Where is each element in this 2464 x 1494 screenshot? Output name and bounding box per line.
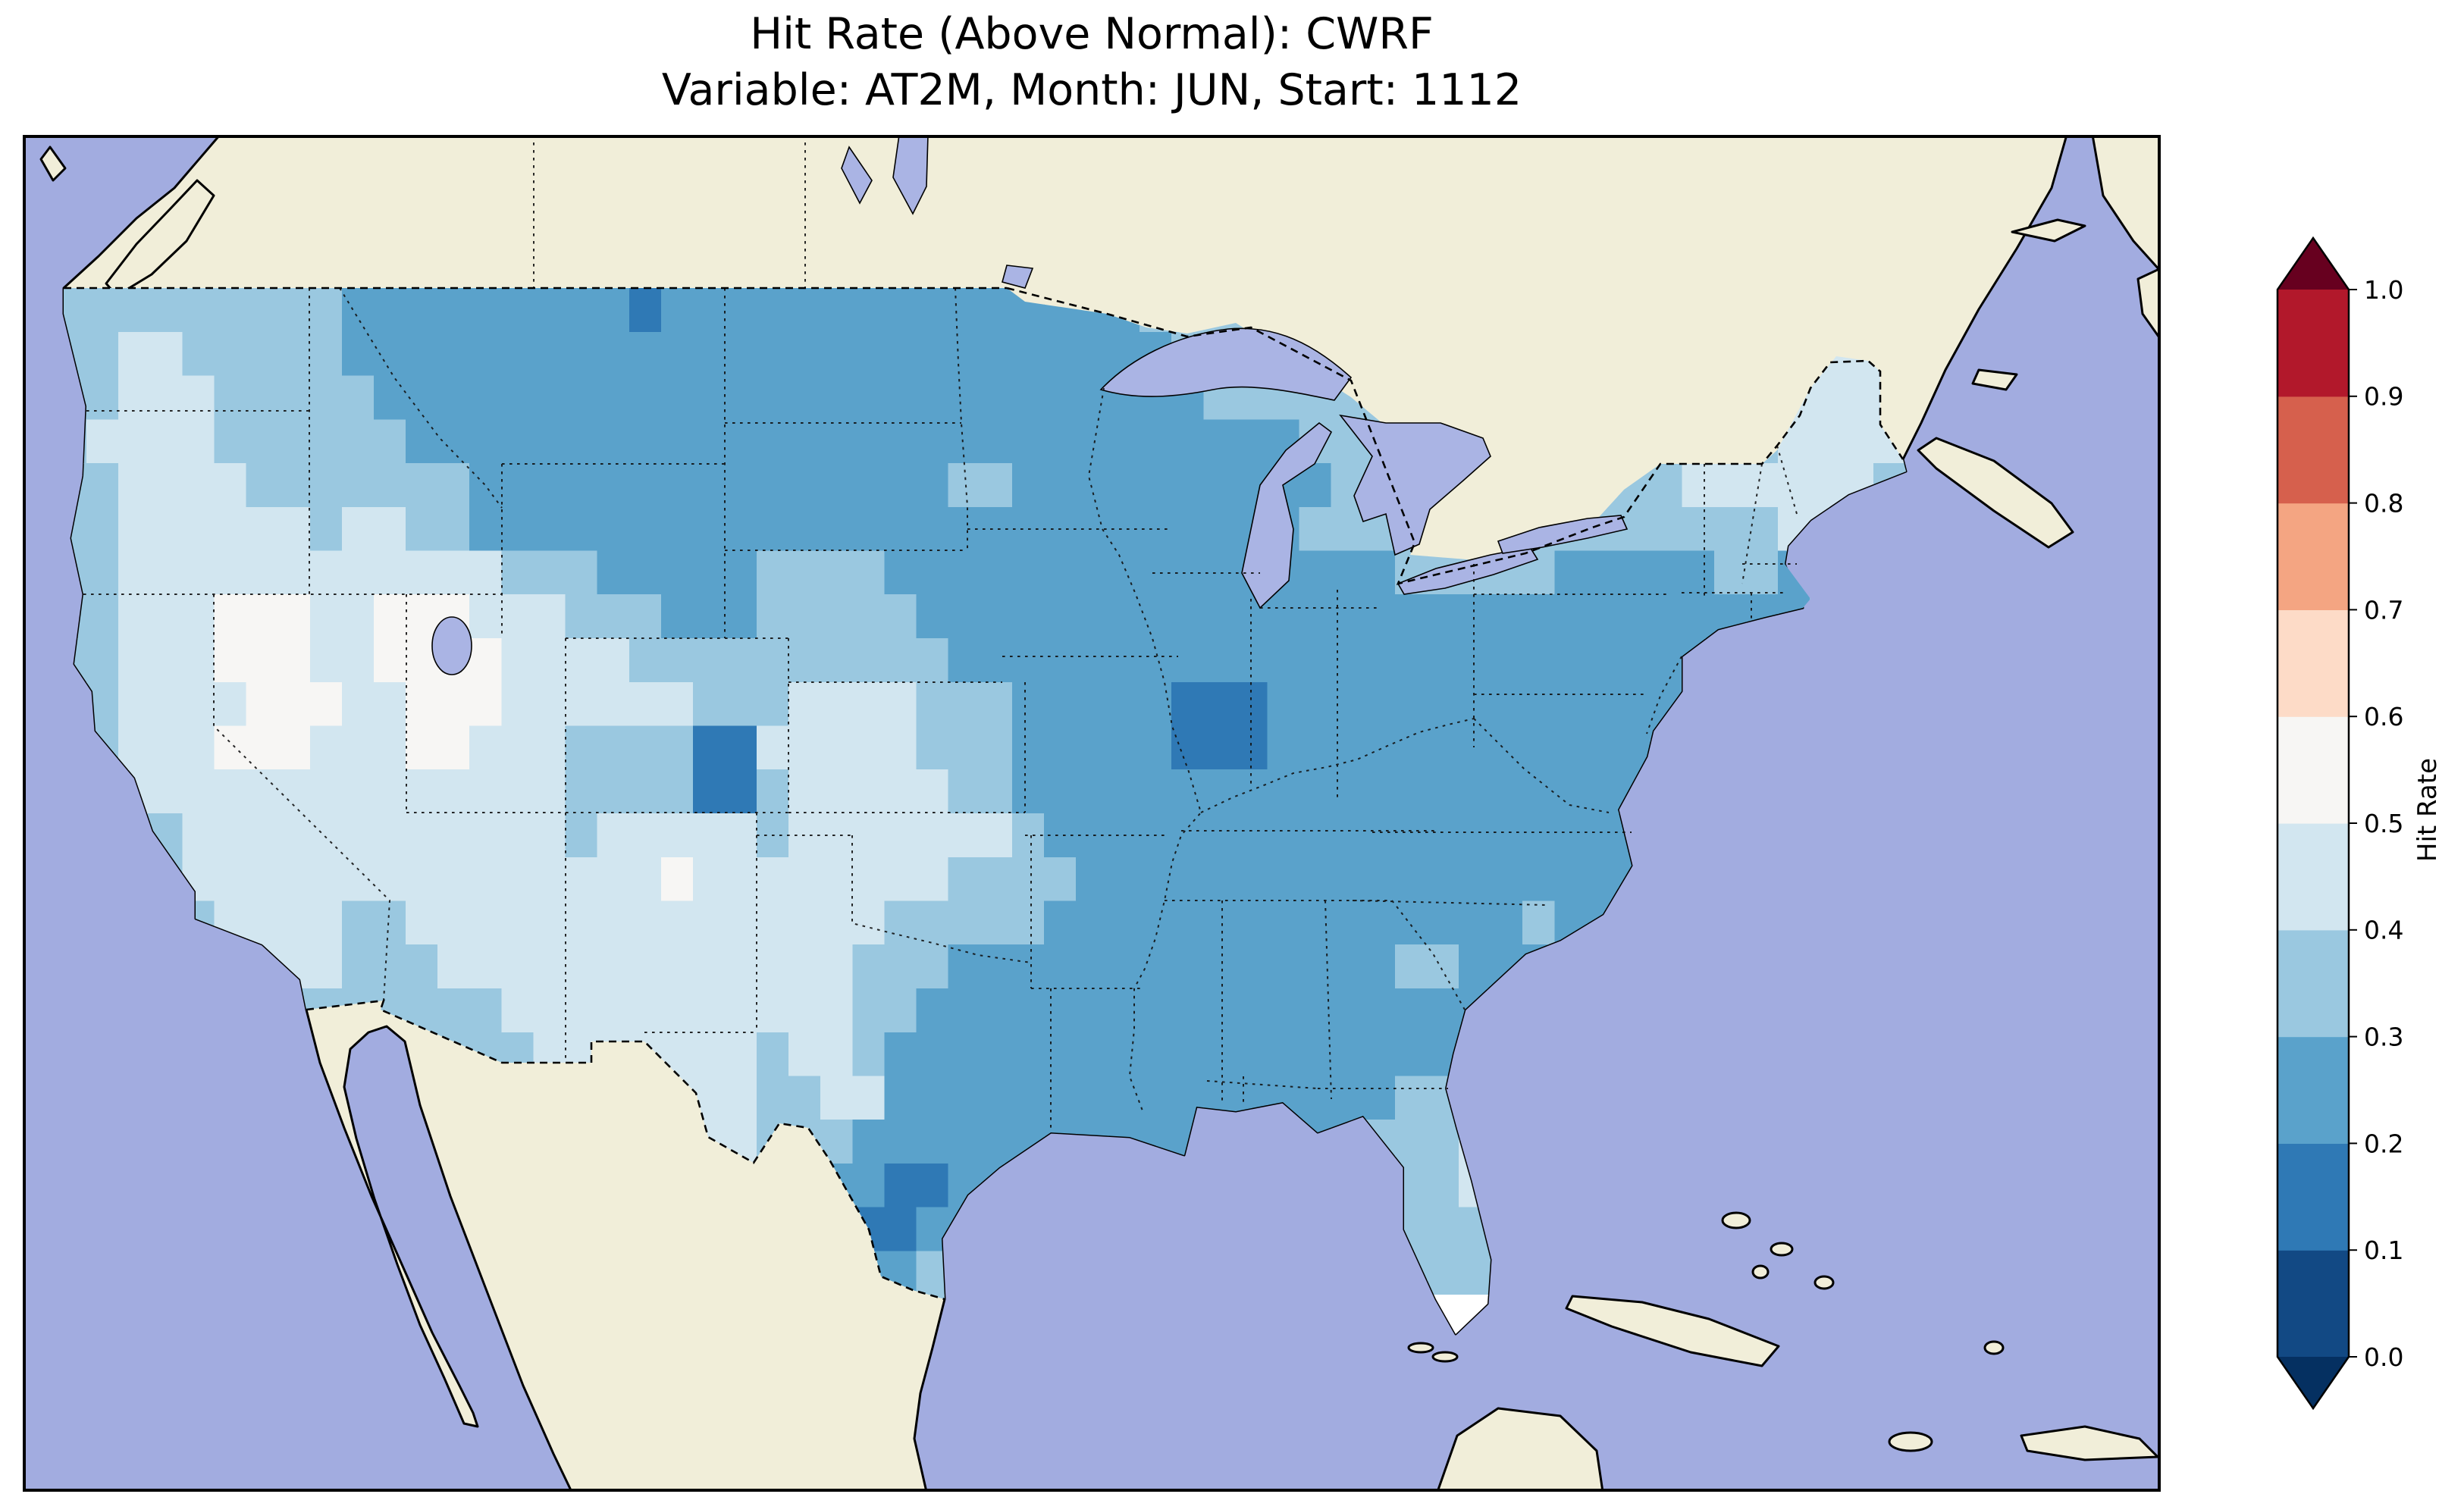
state-borders bbox=[83, 135, 1798, 1132]
colorbar-bin bbox=[2277, 1143, 2349, 1251]
colorbar-tick-label: 0.7 bbox=[2364, 595, 2403, 625]
bahamas-island bbox=[1751, 1264, 1770, 1279]
us-mexico-border bbox=[306, 999, 945, 1301]
anticosti-island bbox=[2011, 218, 2086, 243]
prince-edward-island bbox=[1971, 368, 2018, 391]
colorbar-extend-under bbox=[2277, 1357, 2349, 1408]
colorbar-tick-label: 0.9 bbox=[2364, 382, 2403, 412]
great-salt-lake bbox=[431, 616, 472, 675]
us-canada-border bbox=[64, 287, 1904, 585]
lake-superior bbox=[1099, 327, 1353, 401]
colorbar-bin bbox=[2277, 609, 2349, 717]
colorbar-bin bbox=[2277, 290, 2349, 397]
colorbar-tick-label: 0.1 bbox=[2364, 1236, 2403, 1265]
quebec-north-shore bbox=[2091, 135, 2161, 273]
colorbar-tick-label: 1.0 bbox=[2364, 275, 2403, 305]
colorbar-tick-label: 0.6 bbox=[2364, 702, 2403, 731]
lake-manitoba bbox=[841, 146, 873, 205]
turks-island bbox=[1983, 1340, 2005, 1355]
colorbar-bin bbox=[2277, 503, 2349, 610]
colorbar-bins bbox=[2276, 236, 2350, 1411]
colorbar-bin bbox=[2277, 396, 2349, 504]
map-frame bbox=[23, 135, 2161, 1492]
jamaica-island bbox=[1888, 1431, 1933, 1452]
colorbar-bin bbox=[2277, 716, 2349, 824]
lake-winnipeg bbox=[892, 135, 929, 215]
colorbar-tick-label: 0.2 bbox=[2364, 1129, 2403, 1158]
colorbar-bin bbox=[2277, 1036, 2349, 1144]
florida-keys bbox=[1407, 1342, 1434, 1354]
lake-ontario bbox=[1497, 515, 1629, 554]
colorbar-extend-over bbox=[2277, 238, 2349, 290]
figure-title: Hit Rate (Above Normal): CWRF Variable: … bbox=[23, 6, 2161, 118]
colorbar-bin bbox=[2277, 823, 2349, 931]
florida-keys bbox=[1431, 1351, 1459, 1363]
figure-title-line2: Variable: AT2M, Month: JUN, Start: 1112 bbox=[661, 65, 1522, 116]
colorbar-label: Hit Rate bbox=[2412, 758, 2443, 863]
us-hit-rate-map bbox=[23, 135, 2161, 1492]
newfoundland-island bbox=[2136, 267, 2161, 341]
cuba-island bbox=[1565, 1295, 1780, 1367]
bahamas-island bbox=[1770, 1242, 1794, 1257]
nova-scotia bbox=[1917, 437, 2074, 549]
colorbar: 0.0 0.1 0.2 0.3 0.4 0.5 0.6 0.7 0.8 0.9 1.0 bbox=[2276, 236, 2403, 1411]
canada-lakes bbox=[841, 135, 1034, 289]
figure-title-line1: Hit Rate (Above Normal): CWRF bbox=[750, 9, 1434, 59]
colorbar-tick-label: 0.5 bbox=[2364, 809, 2403, 838]
bahamas-island bbox=[1814, 1275, 1835, 1290]
colorbar-ticks: 0.0 0.1 0.2 0.3 0.4 0.5 0.6 0.7 0.8 0.9 1.0 bbox=[2349, 275, 2403, 1372]
colorbar-tick-label: 0.3 bbox=[2364, 1022, 2403, 1051]
haida-gwaii-island bbox=[39, 146, 67, 182]
colorbar-bin bbox=[2277, 1250, 2349, 1358]
bahamas-island bbox=[1721, 1211, 1751, 1229]
yucatan-peninsula bbox=[1436, 1407, 1604, 1492]
colorbar-tick-label: 0.0 bbox=[2364, 1342, 2403, 1372]
lake-michigan bbox=[1241, 421, 1333, 609]
lake-of-the-woods bbox=[1002, 265, 1034, 289]
colorbar-tick-label: 0.8 bbox=[2364, 488, 2403, 518]
colorbar-tick-label: 0.4 bbox=[2364, 916, 2403, 945]
colorbar-bin bbox=[2277, 929, 2349, 1038]
